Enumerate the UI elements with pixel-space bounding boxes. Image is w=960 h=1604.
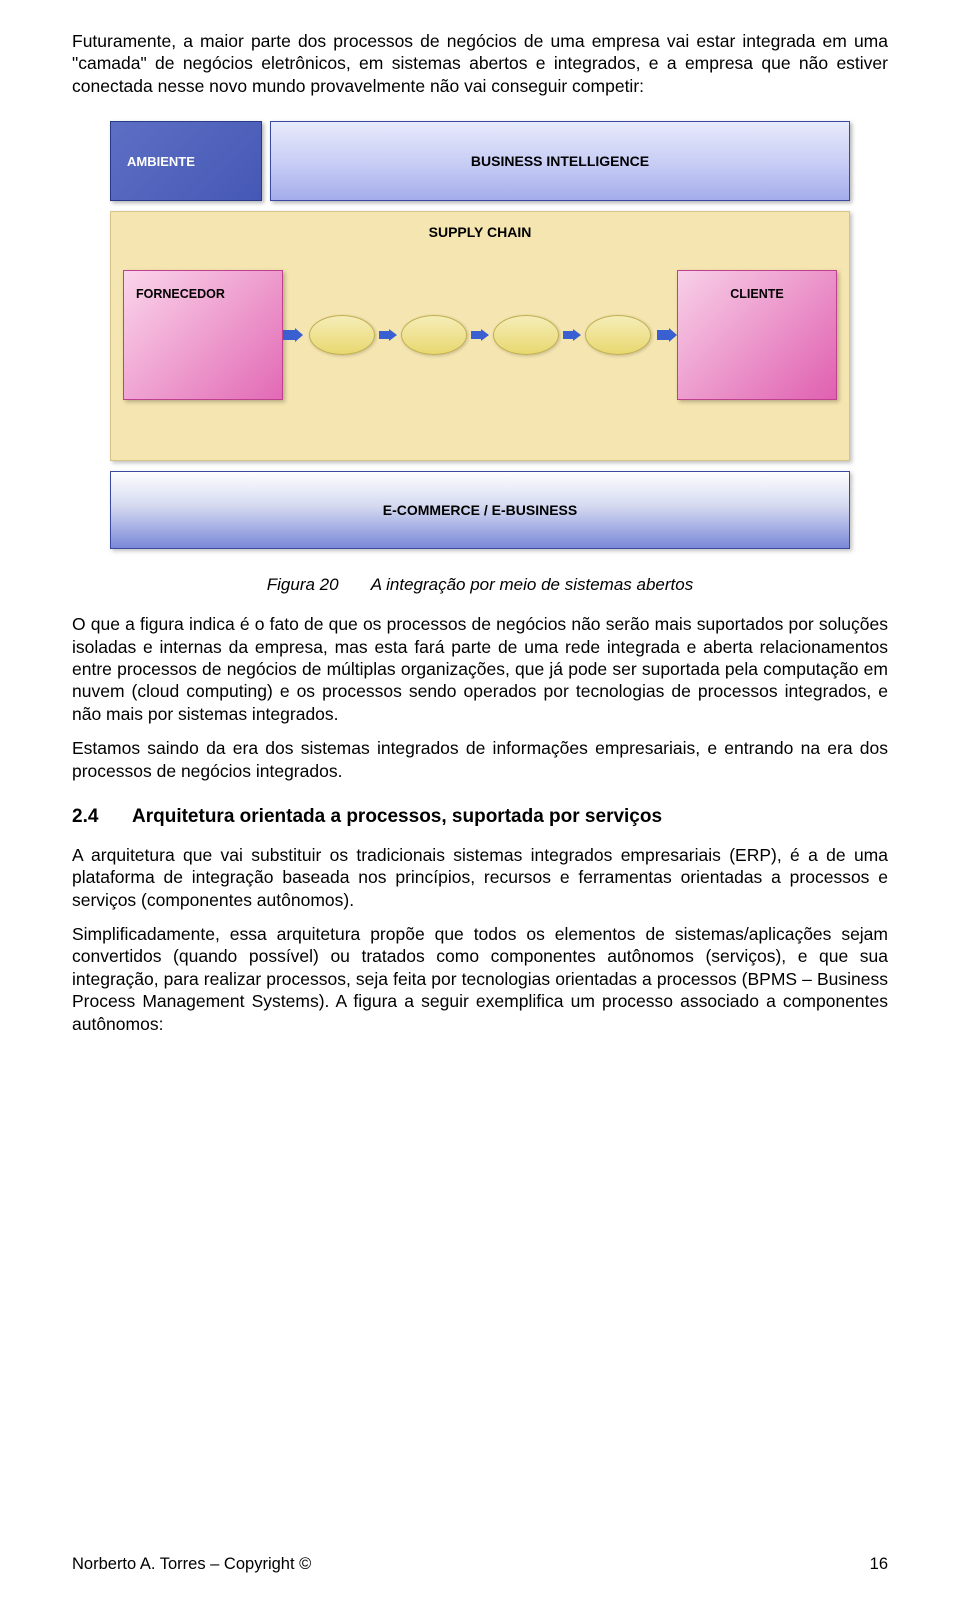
figure-caption: Figura 20 A integração por meio de siste…	[72, 575, 888, 595]
process-chain	[309, 315, 651, 355]
diagram-systems-integration: AMBIENTE BUSINESS INTELLIGENCE SUPPLY CH…	[110, 121, 850, 549]
arrow-right-icon	[471, 329, 489, 341]
arrow-right-icon	[563, 329, 581, 341]
figure-caption-text: A integração por meio de sistemas aberto…	[371, 575, 694, 594]
intro-paragraph: Futuramente, a maior parte dos processos…	[72, 30, 888, 97]
supply-chain-flow: FORNECEDOR CLIENTE	[121, 270, 839, 400]
box-business-intelligence: BUSINESS INTELLIGENCE	[270, 121, 850, 201]
box-ambiente: AMBIENTE	[110, 121, 262, 201]
box-supply-chain-container: SUPPLY CHAIN FORNECEDOR CLIENTE	[110, 211, 850, 461]
box-fornecedor: FORNECEDOR	[123, 270, 283, 400]
section-title: Arquitetura orientada a processos, supor…	[132, 806, 662, 827]
diagram-row-top: AMBIENTE BUSINESS INTELLIGENCE	[110, 121, 850, 201]
body-paragraph: A arquitetura que vai substituir os trad…	[72, 844, 888, 911]
body-paragraph: O que a figura indica é o fato de que os…	[72, 613, 888, 725]
process-oval	[585, 315, 651, 355]
section-heading: 2.4Arquitetura orientada a processos, su…	[72, 806, 888, 828]
process-oval	[493, 315, 559, 355]
process-oval	[401, 315, 467, 355]
arrow-right-icon	[283, 328, 303, 342]
body-paragraph: Simplificadamente, essa arquitetura prop…	[72, 923, 888, 1035]
box-cliente: CLIENTE	[677, 270, 837, 400]
figure-number: Figura 20	[267, 575, 339, 594]
section-number: 2.4	[72, 806, 132, 828]
footer-page-number: 16	[870, 1555, 888, 1574]
label-supply-chain: SUPPLY CHAIN	[121, 224, 839, 240]
body-paragraph: Estamos saindo da era dos sistemas integ…	[72, 737, 888, 782]
footer-copyright: Norberto A. Torres – Copyright ©	[72, 1555, 311, 1574]
arrow-right-icon	[379, 329, 397, 341]
box-ecommerce: E-COMMERCE / E-BUSINESS	[110, 471, 850, 549]
page-footer: Norberto A. Torres – Copyright © 16	[72, 1555, 888, 1574]
process-oval	[309, 315, 375, 355]
arrow-right-icon	[657, 328, 677, 342]
